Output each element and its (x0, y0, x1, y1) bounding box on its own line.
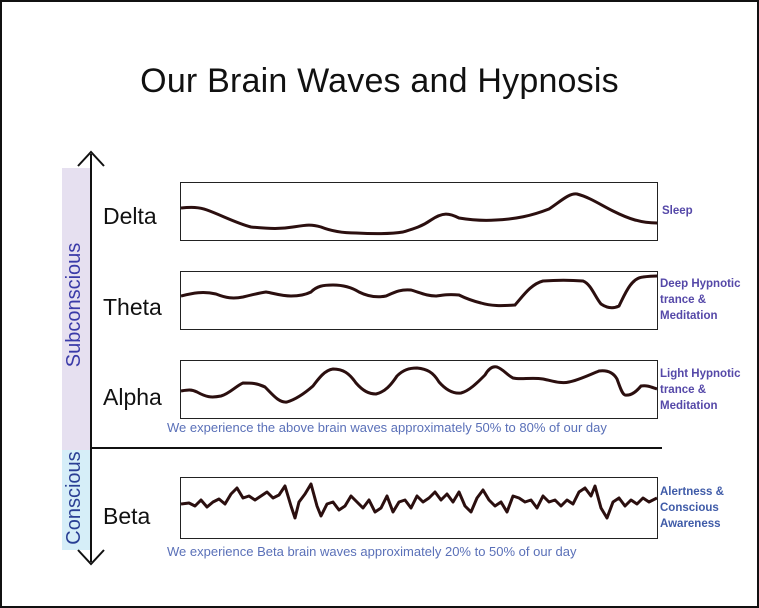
wave-trace-beta (180, 482, 658, 520)
down-arrow-icon (77, 549, 105, 566)
state-label-deep-hypnotic: Deep Hypnotic trance & Meditation (660, 278, 741, 322)
conscious-note: We experience Beta brain waves approxima… (167, 544, 577, 559)
wave-box-theta (180, 271, 658, 330)
wave-trace-alpha (180, 365, 658, 404)
state-label-alertness: Alertness & Conscious Awareness (660, 486, 724, 530)
wave-trace-theta (180, 274, 658, 310)
conscious-band (62, 450, 90, 550)
wave-box-beta (180, 477, 658, 539)
state-label-light-hypnotic: Light Hypnotic trance & Meditation (660, 368, 741, 412)
subconscious-band (62, 168, 90, 450)
wave-label-delta: Delta (103, 203, 157, 229)
up-arrow-icon (77, 150, 105, 167)
state-label-sleep: Sleep (662, 205, 693, 217)
wave-trace-delta (180, 192, 658, 236)
wave-label-theta: Theta (103, 294, 162, 320)
wave-box-delta (180, 182, 658, 241)
wave-box-alpha (180, 360, 658, 419)
subconscious-note: We experience the above brain waves appr… (167, 420, 607, 435)
wave-label-beta: Beta (103, 503, 151, 529)
page-title: Our Brain Waves and Hypnosis (140, 62, 619, 100)
wave-label-alpha: Alpha (103, 384, 162, 410)
